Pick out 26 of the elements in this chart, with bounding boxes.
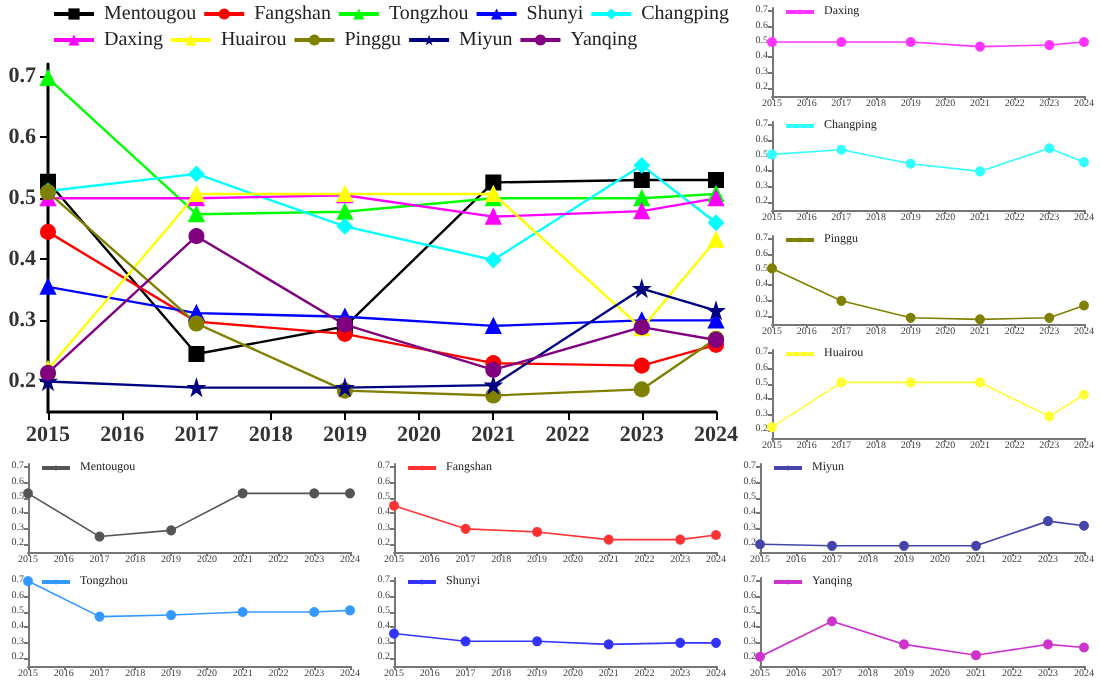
legend-label: Pinggu (344, 29, 402, 51)
legend-label: Changping (641, 3, 730, 25)
legend-label: Shunyi (526, 3, 584, 25)
legend-label: Miyun (459, 29, 513, 51)
y-tick-label: 0.4 (8, 247, 37, 272)
x-tick-label: 2023 (619, 423, 665, 447)
y-tick-label: 0.7 (8, 64, 37, 89)
x-tick-label: 2021 (471, 423, 516, 447)
legend-label: Tongzhou (388, 3, 469, 25)
x-tick-label: 2020 (397, 423, 443, 447)
y-tick-label: 0.2 (8, 369, 37, 394)
y-tick-label: 0.3 (8, 308, 37, 333)
y-tick-label: 0.6 (8, 125, 37, 150)
legend-label: Yanqing (570, 29, 638, 51)
x-tick-label: 2024 (694, 423, 739, 447)
legend-label: Huairou (220, 29, 287, 51)
legend-label: Mentougou (104, 3, 197, 25)
x-tick-label: 2018 (248, 423, 294, 447)
x-tick-label: 2016 (100, 423, 146, 447)
x-tick-label: 2019 (322, 423, 368, 447)
x-tick-label: 2022 (545, 423, 591, 447)
x-tick-label: 2015 (26, 423, 71, 447)
legend-label: Fangshan (254, 3, 331, 25)
legend-label: Daxing (104, 29, 163, 51)
x-tick-label: 2017 (174, 423, 220, 447)
y-tick-label: 0.5 (8, 186, 37, 211)
